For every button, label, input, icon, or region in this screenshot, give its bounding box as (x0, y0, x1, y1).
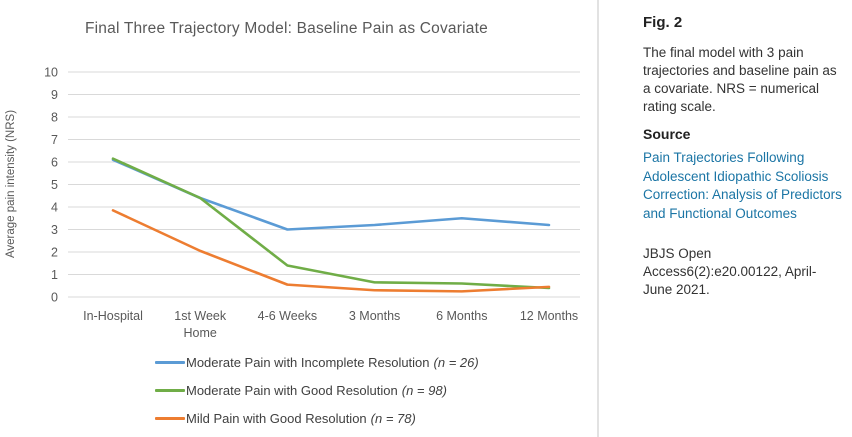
y-tick-label: 10 (44, 66, 58, 80)
x-tick-label: 4-6 Weeks (258, 309, 318, 323)
y-tick-label: 3 (51, 223, 58, 237)
y-axis-label: Average pain intensity (NRS) (5, 110, 17, 258)
series-line (111, 157, 551, 290)
series-line (111, 209, 551, 293)
x-tick-label: 6 Months (436, 309, 487, 323)
legend-n-count: (n = 26) (433, 354, 479, 370)
legend-label: Mild Pain with Good Resolution (n = 78) (186, 410, 416, 426)
y-tick-label: 0 (51, 291, 58, 305)
figure-number-label: Fig. 2 (643, 14, 683, 31)
panel-divider (597, 0, 599, 437)
chart-legend: Moderate Pain with Incomplete Resolution… (155, 353, 479, 427)
legend-line-swatch-blue (155, 360, 185, 364)
legend-item: Moderate Pain with Incomplete Resolution… (155, 353, 479, 371)
x-tick-label: 3 Months (349, 309, 400, 323)
y-tick-label: 2 (51, 246, 58, 260)
y-tick-label: 5 (51, 178, 58, 192)
y-tick-label: 8 (51, 111, 58, 125)
legend-line-swatch-green (155, 388, 185, 392)
source-heading: Source (643, 126, 691, 142)
legend-label: Moderate Pain with Incomplete Resolution… (186, 354, 479, 370)
legend-n-count: (n = 98) (401, 382, 447, 398)
x-tick-label: Home (184, 326, 217, 340)
chart-title: Final Three Trajectory Model: Baseline P… (85, 20, 488, 37)
series-line (111, 158, 551, 231)
x-tick-label: 12 Months (520, 309, 578, 323)
legend-line-swatch-orange (155, 416, 185, 420)
journal-citation: JBJS Open Access6(2):e20.00122, April-Ju… (643, 246, 817, 297)
y-tick-label: 1 (51, 268, 58, 282)
legend-item: Mild Pain with Good Resolution (n = 78) (155, 409, 479, 427)
y-tick-label: 4 (51, 201, 58, 215)
y-tick-label: 9 (51, 88, 58, 102)
figure-caption-sidebar: Fig. 2 The final model with 3 pain traje… (643, 14, 845, 299)
figure-panel: Final Three Trajectory Model: Baseline P… (5, 20, 580, 427)
trajectory-line-chart: 0 1 2 3 4 5 6 7 8 9 10 In-Hospital 1st Week Home 4-6 W… (5, 66, 580, 340)
x-tick-label: 1st Week (174, 309, 227, 323)
y-tick-label: 7 (51, 133, 58, 147)
legend-label: Moderate Pain with Good Resolution (n = 9… (186, 382, 447, 398)
figure-caption-text: The final model with 3 pain trajectories… (643, 45, 837, 114)
source-article-link[interactable]: Pain Trajectories Following Adolescent I… (643, 150, 842, 221)
legend-item: Moderate Pain with Good Resolution (n = 9… (155, 381, 479, 399)
x-tick-label: In-Hospital (83, 309, 143, 323)
y-tick-label: 6 (51, 156, 58, 170)
legend-n-count: (n = 78) (370, 410, 416, 426)
